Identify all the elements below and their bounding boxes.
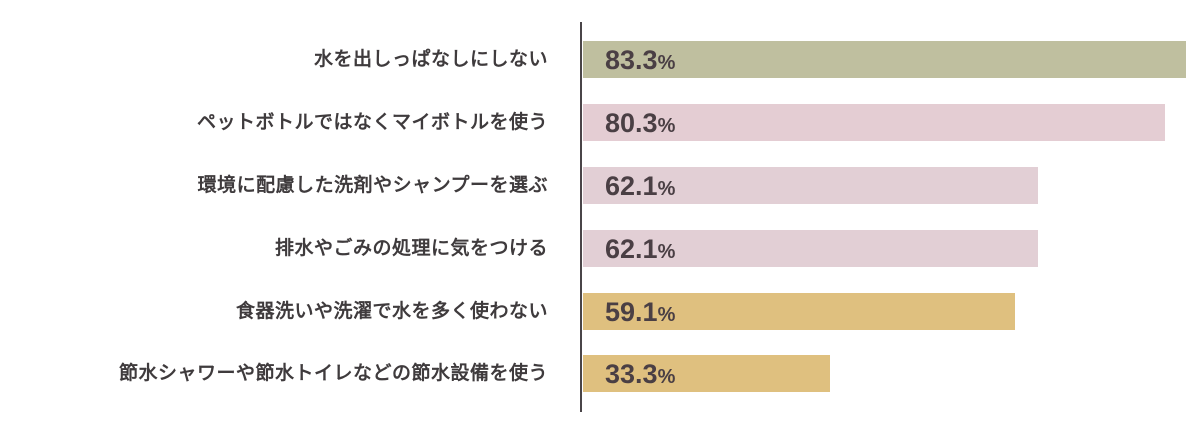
y-axis-line xyxy=(580,22,582,412)
bar-row: 食器洗いや洗濯で水を多く使わない 59.1% xyxy=(0,293,1200,330)
bar-row: ペットボトルではなくマイボトルを使う 80.3% xyxy=(0,104,1200,141)
value-label: 62.1% xyxy=(605,234,676,264)
bar: 62.1% xyxy=(583,167,1038,204)
bar-row: 水を出しっぱなしにしない 83.3% xyxy=(0,41,1200,78)
category-label: 節水シャワーや節水トイレなどの節水設備を使う xyxy=(118,362,548,384)
bar: 83.3% xyxy=(583,41,1186,78)
value-label: 80.3% xyxy=(605,108,676,138)
bar-row: 節水シャワーや節水トイレなどの節水設備を使う 33.3% xyxy=(0,355,1200,392)
value-label: 33.3% xyxy=(605,359,676,389)
bar: 33.3% xyxy=(583,355,830,392)
bar: 62.1% xyxy=(583,230,1038,267)
category-label: ペットボトルではなくマイボトルを使う xyxy=(196,111,548,133)
category-label: 環境に配慮した洗剤やシャンプーを選ぶ xyxy=(197,174,548,196)
category-label: 水を出しっぱなしにしない xyxy=(313,48,548,70)
bar-row: 排水やごみの処理に気をつける 62.1% xyxy=(0,230,1200,267)
value-label: 62.1% xyxy=(605,171,676,201)
bar-row: 環境に配慮した洗剤やシャンプーを選ぶ 62.1% xyxy=(0,167,1200,204)
value-label: 59.1% xyxy=(605,297,676,327)
bar: 80.3% xyxy=(583,104,1165,141)
bar: 59.1% xyxy=(583,293,1015,330)
category-label: 排水やごみの処理に気をつける xyxy=(274,237,548,259)
category-label: 食器洗いや洗濯で水を多く使わない xyxy=(235,300,548,322)
value-label: 83.3% xyxy=(605,45,676,75)
